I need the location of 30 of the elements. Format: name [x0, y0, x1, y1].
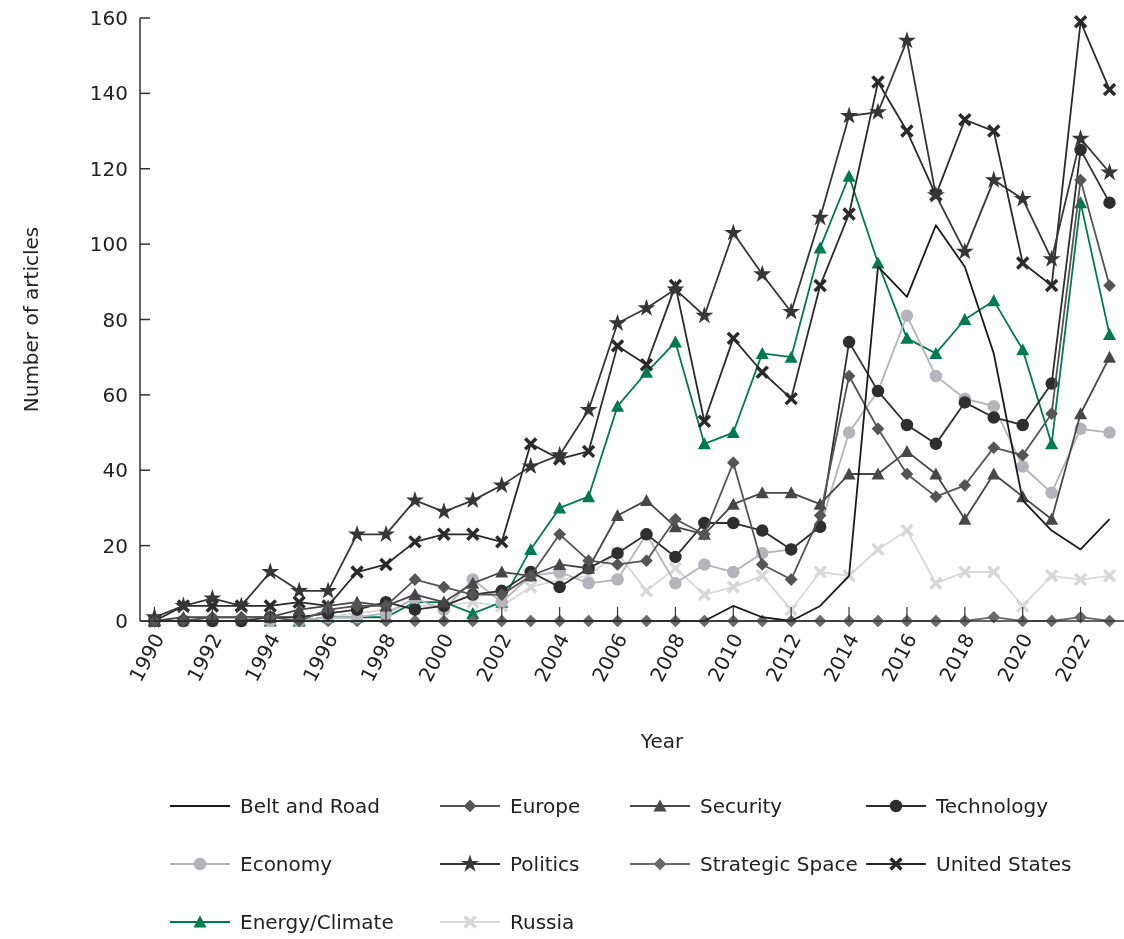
- legend-label: Europe: [510, 794, 581, 818]
- legend-label: Strategic Space: [700, 852, 858, 876]
- y-tick-label: 40: [102, 458, 128, 483]
- x-tick-label: 1994: [239, 629, 285, 686]
- legend-label: Security: [700, 794, 783, 818]
- legend-label: Russia: [510, 910, 575, 934]
- legend-label: Economy: [240, 852, 333, 876]
- x-tick-label: 2008: [644, 629, 691, 686]
- x-tick-label: 2010: [702, 629, 748, 686]
- x-tick-label: 1996: [297, 629, 343, 686]
- y-tick-label: 120: [89, 156, 128, 181]
- y-tick-label: 100: [89, 232, 128, 257]
- x-tick-label: 2006: [587, 629, 633, 686]
- legend-label: Energy/Climate: [240, 910, 394, 934]
- x-axis-title: Year: [639, 729, 684, 753]
- y-tick-label: 140: [89, 81, 128, 106]
- y-tick-label: 80: [102, 307, 128, 332]
- legend-label: Technology: [935, 794, 1049, 818]
- y-axis-title: Number of articles: [19, 226, 43, 413]
- x-tick-label: 2000: [413, 629, 459, 686]
- y-tick-label: 160: [89, 6, 128, 30]
- x-tick-label: 2018: [934, 629, 980, 686]
- x-tick-label: 2020: [992, 629, 1038, 686]
- legend-label: United States: [936, 852, 1072, 876]
- legend-label: Politics: [510, 852, 580, 876]
- y-tick-label: 20: [102, 533, 128, 558]
- legend-label: Belt and Road: [240, 794, 380, 818]
- x-tick-label: 2004: [529, 629, 575, 686]
- x-tick-label: 1998: [355, 629, 401, 686]
- y-tick-label: 60: [102, 382, 128, 407]
